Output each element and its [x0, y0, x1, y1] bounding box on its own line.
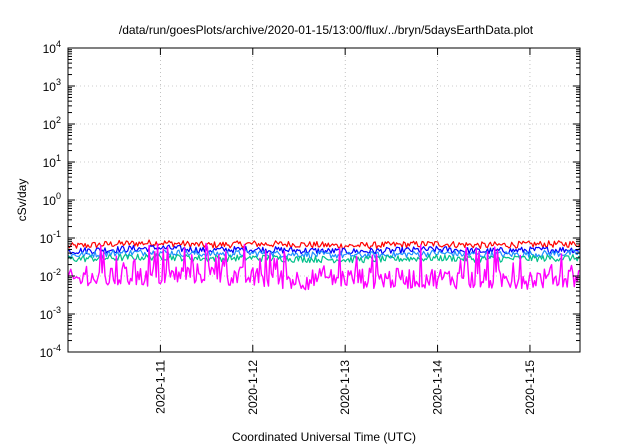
x-axis-label: Coordinated Universal Time (UTC) — [232, 430, 416, 444]
y-tick-label: 102 — [43, 115, 61, 132]
y-tick-label: 10-3 — [40, 305, 61, 322]
x-tick-label: 2020-1-13 — [338, 360, 352, 415]
y-tick-label: 10-2 — [40, 267, 61, 284]
y-axis: 10-4 10-3 10-2 10-1 100 101 102 103 104 — [40, 39, 580, 360]
series-group — [68, 240, 580, 290]
y-tick-label: 104 — [43, 39, 61, 56]
y-tick-label: 10-4 — [40, 343, 61, 360]
y-tick-label: 101 — [43, 153, 61, 170]
chart-title: /data/run/goesPlots/archive/2020-01-15/1… — [119, 23, 534, 37]
x-tick-label: 2020-1-15 — [523, 360, 537, 415]
grid — [68, 48, 580, 352]
y-tick-label: 100 — [43, 191, 61, 208]
y-axis-label: cSv/day — [15, 179, 29, 222]
x-tick-label: 2020-1-14 — [431, 360, 445, 415]
y-tick-label: 103 — [43, 77, 61, 94]
x-axis: 2020-1-11 2020-1-12 2020-1-13 2020-1-14 2020… — [153, 48, 537, 415]
series-line — [68, 254, 580, 263]
x-tick-label: 2020-1-11 — [153, 360, 167, 414]
x-tick-label: 2020-1-12 — [246, 360, 260, 415]
y-tick-label: 10-1 — [40, 229, 61, 246]
